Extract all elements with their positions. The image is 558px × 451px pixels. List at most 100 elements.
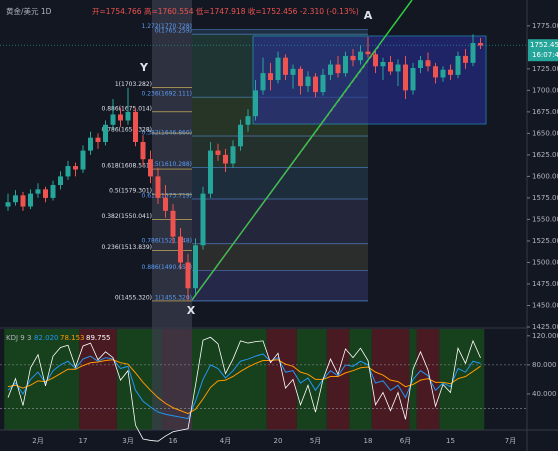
point-label: A: [364, 9, 373, 22]
candle-body: [215, 150, 221, 155]
candle-body: [103, 124, 108, 142]
candle-body: [298, 68, 303, 87]
fib-band: [192, 136, 368, 168]
kdj-line: [7, 336, 481, 442]
candle-body: [358, 51, 363, 61]
candle-body: [80, 150, 86, 170]
candle-body: [208, 150, 213, 194]
y-tick-label: 1700.000: [532, 86, 558, 94]
candle-body: [463, 55, 468, 63]
y-tick-label: 1725.000: [532, 65, 558, 73]
candle-body: [13, 195, 18, 203]
candle-body: [50, 185, 56, 198]
y-tick-label: 1525.000: [532, 237, 558, 245]
signal-band: [439, 329, 485, 430]
candle-body: [28, 193, 33, 207]
candle-body: [350, 55, 356, 61]
fib-label: 0.5(1610.288): [149, 161, 192, 168]
candle-body: [148, 159, 153, 177]
fib-label: 1(1455.320): [155, 294, 192, 301]
candle-body: [118, 114, 123, 121]
x-tick-label: 18: [364, 437, 373, 445]
candle-body: [283, 57, 288, 75]
x-tick-label: 7月: [505, 437, 516, 445]
candle-body: [35, 189, 41, 194]
y-tick-label: 1575.000: [532, 194, 558, 202]
y-tick-label: 1450.000: [532, 301, 558, 309]
x-tick-label: 6月: [400, 437, 411, 445]
y-tick-label: 40.000: [532, 390, 557, 398]
candle-body: [193, 245, 198, 289]
x-tick-label: 5月: [310, 437, 321, 445]
y-tick-label: 120.000: [532, 332, 558, 340]
x-tick-label: 15: [446, 437, 455, 445]
fib-band: [192, 270, 368, 301]
candle-body: [425, 60, 431, 67]
y-tick-label: 1625.000: [532, 151, 558, 159]
kdj-title: KDJ 9 3: [6, 334, 31, 342]
candle-body: [163, 197, 168, 211]
y-tick-label: 1425.000: [532, 323, 558, 331]
candle-body: [313, 76, 318, 93]
candle-body: [200, 193, 206, 246]
candle-body: [478, 43, 483, 46]
candle-body: [440, 69, 446, 78]
signal-band: [371, 329, 410, 430]
x-tick-label: 20: [274, 437, 283, 445]
fib-label: 0.786(1650.328): [102, 127, 153, 134]
candle-body: [238, 124, 243, 147]
fib-label: 0(1455.320): [115, 294, 152, 301]
last-price-label: 1752.456: [530, 41, 558, 49]
kdj-line: [7, 353, 481, 420]
signal-band: [79, 329, 117, 430]
candle-body: [320, 74, 326, 93]
candle-body: [125, 111, 131, 121]
candle-body: [140, 141, 146, 160]
candle-body: [335, 64, 341, 74]
fib-label: 0.236(1513.839): [102, 244, 153, 251]
candle-body: [403, 64, 408, 91]
candle-body: [88, 137, 93, 151]
candle-body: [373, 54, 378, 67]
candle-body: [433, 66, 438, 78]
candle-body: [223, 154, 228, 164]
y-tick-label: 1675.000: [532, 108, 558, 116]
candle-body: [133, 111, 138, 142]
signal-band: [191, 329, 267, 430]
candle-body: [260, 73, 266, 91]
kdj-k-value: 82.020: [34, 334, 59, 342]
fib-label: 0.886(1490.657): [142, 264, 193, 271]
signal-band: [416, 329, 440, 430]
candle-body: [275, 57, 281, 81]
kdj-d-value: 78.153: [60, 334, 85, 342]
point-label: Y: [139, 61, 149, 74]
candle-body: [305, 76, 311, 87]
candle-body: [455, 55, 461, 75]
fib-band: [192, 29, 368, 35]
candle-body: [185, 262, 191, 289]
y-tick-label: 1475.000: [532, 280, 558, 288]
candle-body: [448, 69, 453, 75]
y-tick-label: 1550.000: [532, 215, 558, 223]
x-tick-label: 3月: [122, 437, 133, 445]
dashed-line: [191, 44, 381, 301]
candle-body: [418, 60, 423, 68]
symbol-title: 黄金/美元 1D: [6, 6, 52, 16]
x-tick-label: 16: [169, 437, 178, 445]
x-tick-label: 2月: [32, 437, 43, 445]
candle-body: [365, 51, 371, 55]
candle-body: [268, 73, 273, 81]
fib-label: 0.382(1550.041): [102, 213, 153, 220]
candle-body: [290, 68, 296, 75]
candle-body: [58, 176, 63, 186]
fib-label: 0.5(1579.301): [109, 188, 152, 195]
x-tick-label: 17: [79, 437, 88, 445]
candle-body: [328, 64, 333, 75]
fib-label: 1(1703.282): [115, 81, 152, 88]
fib-label: 1.272(1770.728): [142, 23, 193, 30]
candle-body: [95, 137, 101, 142]
candle-body: [245, 116, 251, 125]
candle-body: [65, 166, 71, 177]
fib-label: 0.786(1521.648): [142, 237, 193, 244]
candle-body: [380, 61, 386, 67]
